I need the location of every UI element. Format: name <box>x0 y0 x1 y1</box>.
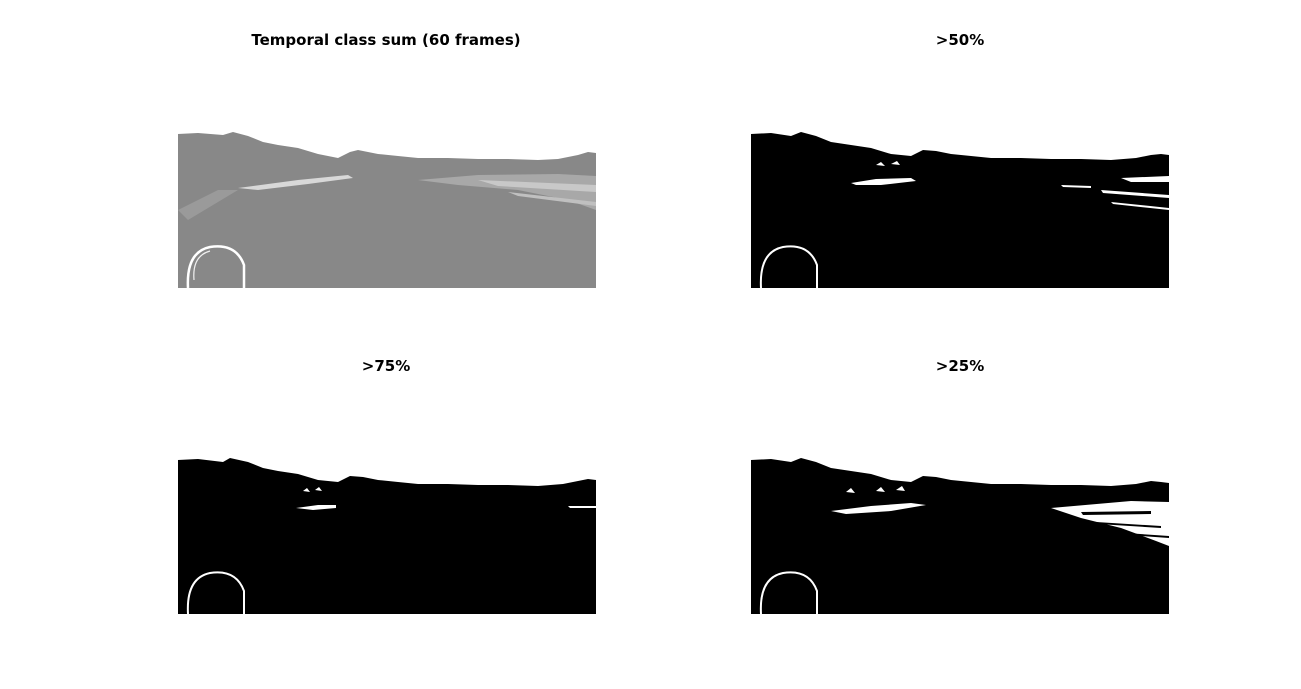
small-highlight-2 <box>891 161 900 165</box>
right-streaks-gaps-3 <box>1111 532 1169 538</box>
small-highlight-1 <box>846 488 855 493</box>
small-highlight-1 <box>876 162 885 166</box>
right-streaks-4 <box>1061 185 1091 188</box>
streak-left-diagonal <box>178 190 238 220</box>
threshold-75-image <box>178 458 596 614</box>
right-streaks-gaps <box>1081 511 1151 515</box>
bright-blob <box>831 503 926 514</box>
wheel-arc <box>186 571 245 614</box>
small-highlight-3 <box>896 486 905 491</box>
bright-blob <box>851 178 916 185</box>
right-streaks-3 <box>1111 202 1169 210</box>
mask-region <box>751 132 1169 288</box>
panel-title-25: >25% <box>935 357 985 375</box>
panel-title-50: >50% <box>935 31 985 49</box>
wheel-arc <box>759 245 818 288</box>
small-highlight-2 <box>315 487 322 491</box>
right-streaks-gaps-2 <box>1096 522 1161 528</box>
panel-title-temporal-sum: Temporal class sum (60 frames) <box>251 31 521 49</box>
small-highlight-2 <box>876 487 885 492</box>
panel-title-75: >75% <box>361 357 411 375</box>
small-highlight-1 <box>303 488 310 492</box>
right-streaks <box>1121 176 1169 182</box>
gray-region <box>178 132 596 288</box>
wheel-arc <box>186 245 246 288</box>
right-streaks <box>568 506 596 508</box>
light-streaks-right-2 <box>478 180 596 192</box>
light-streak-left <box>238 175 353 190</box>
mask-region <box>751 458 1169 614</box>
wheel-arc-inner <box>193 250 211 281</box>
temporal-sum-image <box>178 132 596 288</box>
wheel-arc <box>759 571 818 614</box>
threshold-50-image <box>751 132 1169 288</box>
threshold-25-image <box>751 458 1169 614</box>
light-streaks-right-3 <box>508 192 596 206</box>
bright-blob <box>296 505 336 510</box>
light-streaks-right <box>418 174 596 210</box>
mask-region <box>178 458 596 614</box>
right-streaks-2 <box>1101 190 1169 198</box>
